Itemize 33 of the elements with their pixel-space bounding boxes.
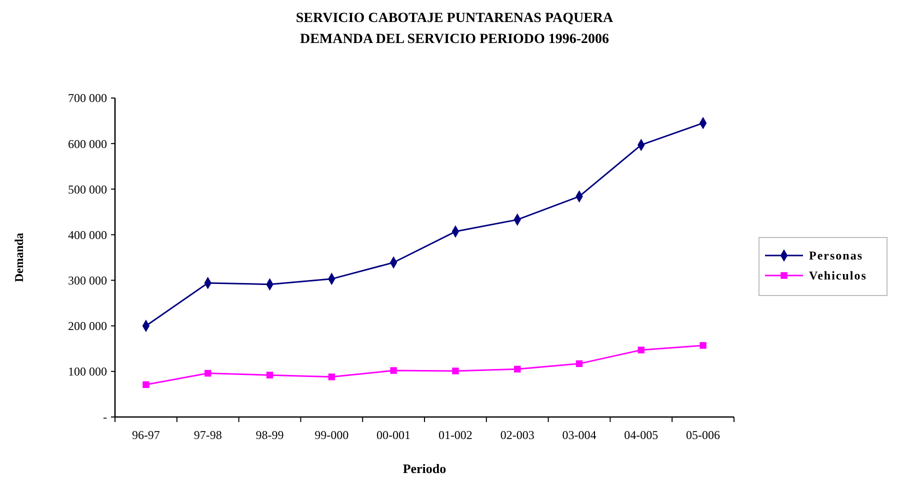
y-tick-label: 700 000	[68, 91, 107, 106]
x-tick-label: 97-98	[194, 428, 222, 442]
point	[576, 360, 583, 368]
x-tick-label: 99-000	[314, 428, 349, 442]
y-tick-label: 500 000	[68, 182, 107, 196]
x-tick-label: 03-004	[562, 428, 596, 442]
y-axis-title: Demanda	[12, 232, 26, 282]
x-tick-label: 04-005	[624, 428, 658, 442]
point	[328, 374, 336, 380]
x-tick-label: 96-97	[132, 428, 160, 442]
point	[142, 381, 150, 388]
x-tick-label: 00-001	[376, 428, 411, 442]
legend-label: Personas	[809, 248, 863, 263]
y-tick-label: 100 000	[68, 364, 107, 379]
point	[452, 368, 459, 374]
y-tick-label: 300 000	[68, 273, 107, 288]
x-tick-label: 01-002	[438, 428, 472, 442]
point	[204, 370, 212, 377]
y-tick-label: -	[103, 410, 107, 424]
legend-label: Vehiculos	[809, 268, 867, 283]
chart-title: SERVICIO CABOTAJE PUNTARENAS PAQUERA DEMANDA DEL SERVICIO PERIODO 1996-2006	[296, 11, 614, 47]
x-axis-title: Periodo	[402, 461, 446, 476]
point	[638, 346, 645, 354]
x-tick-label: 98-99	[256, 428, 284, 442]
y-tick-label: 600 000	[68, 136, 107, 151]
x-tick-label: 02-003	[500, 428, 534, 442]
point	[390, 367, 397, 374]
point	[700, 342, 706, 349]
y-tick-label: 200 000	[68, 319, 107, 334]
x-tick-label: 05-006	[686, 428, 720, 442]
point	[266, 372, 274, 378]
point	[514, 366, 521, 373]
y-tick-label: 400 000	[68, 228, 107, 242]
